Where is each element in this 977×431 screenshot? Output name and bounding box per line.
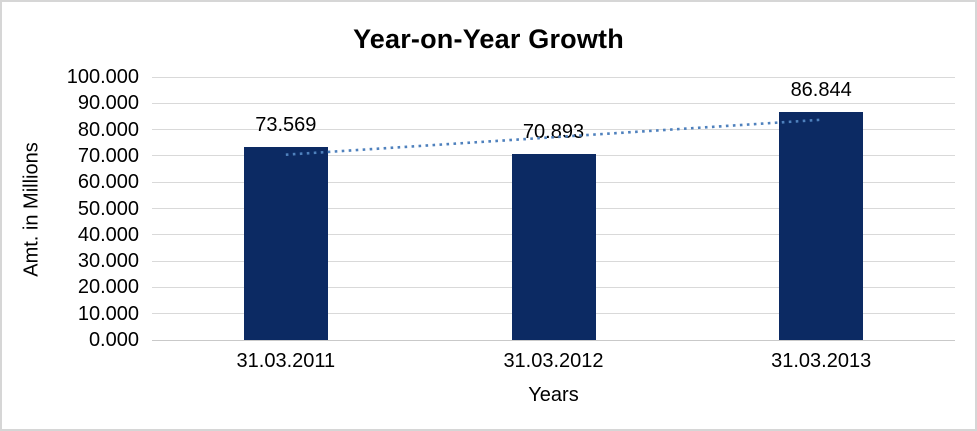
chart-title: Year-on-Year Growth bbox=[353, 24, 624, 54]
value-label: 70.893 bbox=[522, 120, 585, 143]
bar-31.03.2011 bbox=[243, 146, 328, 340]
y-tick-label: 70.000 bbox=[77, 144, 139, 167]
value-label: 73.569 bbox=[255, 113, 317, 136]
y-tick-label: 60.000 bbox=[77, 171, 139, 194]
x-tick-label: 31.03.2011 bbox=[236, 350, 336, 372]
gridline bbox=[152, 339, 955, 341]
gridline bbox=[152, 102, 955, 104]
y-tick-label: 80.000 bbox=[77, 118, 139, 141]
x-tick-label: 31.03.2012 bbox=[503, 350, 604, 372]
bar-31.03.2012 bbox=[511, 153, 596, 340]
y-tick-label: 10.000 bbox=[77, 302, 139, 325]
plot-area: 73.569 70.893 86.844 bbox=[152, 76, 955, 341]
y-tick-label: 20.000 bbox=[77, 276, 139, 299]
y-tick-label: 100.000 bbox=[66, 66, 139, 88]
x-tick-label: 31.03.2013 bbox=[771, 350, 872, 372]
y-tick-label: 0.000 bbox=[88, 329, 139, 351]
y-tick-label: 30.000 bbox=[77, 250, 139, 273]
y-tick-label: 50.000 bbox=[77, 197, 139, 220]
x-axis-title: Years bbox=[528, 384, 579, 406]
gridline bbox=[152, 76, 955, 78]
value-label: 86.844 bbox=[790, 78, 852, 101]
y-tick-label: 40.000 bbox=[77, 223, 139, 246]
bar-31.03.2013 bbox=[779, 111, 864, 340]
y-tick-label: 90.000 bbox=[77, 92, 139, 115]
